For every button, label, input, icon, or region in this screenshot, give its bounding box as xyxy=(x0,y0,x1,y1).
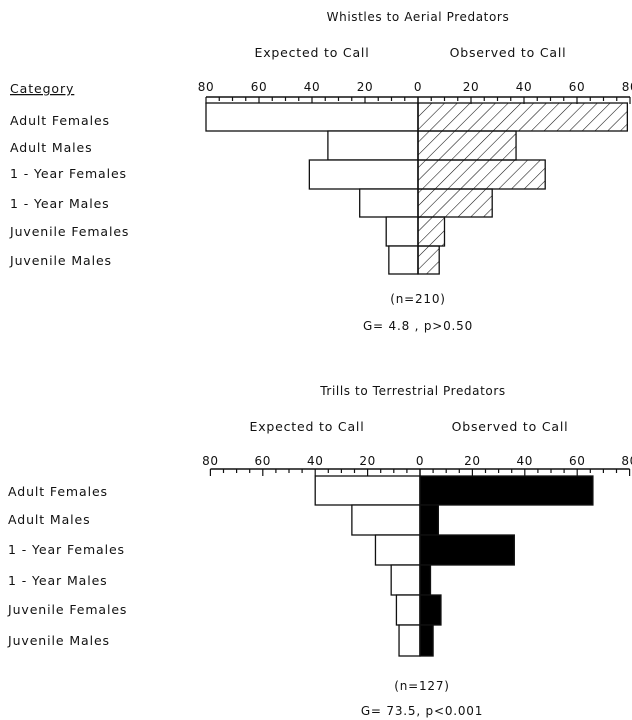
chart-2-observed-bar xyxy=(419,475,594,506)
chart-2-tick-label: 60 xyxy=(569,454,585,468)
chart-2-n-label: (n=127) xyxy=(394,679,450,693)
chart-2-observed-bar xyxy=(419,624,434,657)
chart-1-expected-bar xyxy=(388,245,419,275)
chart-2-category-label: Adult Females xyxy=(8,484,108,499)
chart-1: 80 60 40 20 0 20 40 60 80 Adult Females Adult Male… xyxy=(9,80,632,275)
chart-2-category-label: 1 - Year Males xyxy=(8,573,108,588)
chart-1-tick-label: 80 xyxy=(198,80,214,94)
chart-2-tick-label: 80 xyxy=(202,454,218,468)
chart-1-expected-label: Expected to Call xyxy=(255,45,370,60)
chart-2-expected-label: Expected to Call xyxy=(250,419,365,434)
chart-2-tick-label: 60 xyxy=(255,454,271,468)
chart-2-expected-bar xyxy=(314,475,421,506)
chart-1-observed-bar xyxy=(417,130,517,161)
chart-1-tick-label: 60 xyxy=(569,80,585,94)
chart-1-n-label: (n=210) xyxy=(390,292,446,306)
chart-1-category-label: Juvenile Females xyxy=(9,224,129,239)
chart-1-tick-label: 40 xyxy=(304,80,320,94)
chart-2-tick-label: 40 xyxy=(517,454,533,468)
chart-1-tick-label: 40 xyxy=(516,80,532,94)
chart-1-category-label: 1 - Year Males xyxy=(10,196,110,211)
chart-2-category-label: Juvenile Females xyxy=(7,602,127,617)
chart-1-category-label: Adult Males xyxy=(10,140,93,155)
chart-2-category-label: 1 - Year Females xyxy=(8,542,125,557)
chart-2-stat-label: G= 73.5, p<0.001 xyxy=(361,704,483,718)
chart-1-tick-label: 20 xyxy=(357,80,373,94)
chart-1-expected-bar xyxy=(359,188,419,218)
category-header: Category xyxy=(10,81,74,96)
chart-2-observed-bar xyxy=(419,504,439,536)
chart-1-observed-bar xyxy=(417,188,493,218)
chart-2-expected-bar xyxy=(374,534,421,566)
chart-2-expected-bar xyxy=(390,564,421,596)
chart-2: 80 60 40 20 0 20 40 60 80 Adult Females Adult Male… xyxy=(7,454,632,657)
chart-1-tick-label: 60 xyxy=(251,80,267,94)
chart-1-tick-label: 80 xyxy=(622,80,632,94)
chart-1-expected-bar xyxy=(327,130,419,161)
chart-2-category-label: Juvenile Males xyxy=(7,633,110,648)
chart-2-expected-bar xyxy=(395,594,421,626)
chart-1-expected-bar xyxy=(205,102,419,132)
chart-1-expected-bar xyxy=(385,216,419,247)
chart-2-title: Trills to Terrestrial Predators xyxy=(319,384,506,398)
chart-2-expected-bar xyxy=(351,504,421,536)
chart-1-observed-bar xyxy=(417,216,446,247)
chart-2-observed-label: Observed to Call xyxy=(452,419,569,434)
chart-2-tick-label: 20 xyxy=(359,454,375,468)
chart-1-category-label: Adult Females xyxy=(10,113,110,128)
chart-2-tick-label: 0 xyxy=(416,454,424,468)
chart-1-title: Whistles to Aerial Predators xyxy=(327,10,510,24)
chart-1-observed-bar xyxy=(417,102,629,132)
chart-1-tick-label: 20 xyxy=(463,80,479,94)
chart-2-expected-bar xyxy=(398,624,421,657)
chart-2-observed-bar xyxy=(419,564,432,596)
chart-2-tick-label: 80 xyxy=(621,454,632,468)
chart-1-expected-bar xyxy=(308,159,419,190)
chart-2-tick-label: 20 xyxy=(464,454,480,468)
chart-1-tick-label: 0 xyxy=(414,80,422,94)
chart-1-category-label: Juvenile Males xyxy=(9,253,112,268)
chart-2-observed-bar xyxy=(419,594,442,626)
chart-1-category-label: 1 - Year Females xyxy=(10,166,127,181)
chart-1-observed-label: Observed to Call xyxy=(450,45,567,60)
chart-1-stat-label: G= 4.8 , p>0.50 xyxy=(363,319,473,333)
chart-1-observed-bar xyxy=(417,245,440,275)
chart-2-observed-bar xyxy=(419,534,515,566)
chart-2-category-label: Adult Males xyxy=(8,512,91,527)
chart-1-observed-bar xyxy=(417,159,546,190)
chart-2-tick-label: 40 xyxy=(307,454,323,468)
